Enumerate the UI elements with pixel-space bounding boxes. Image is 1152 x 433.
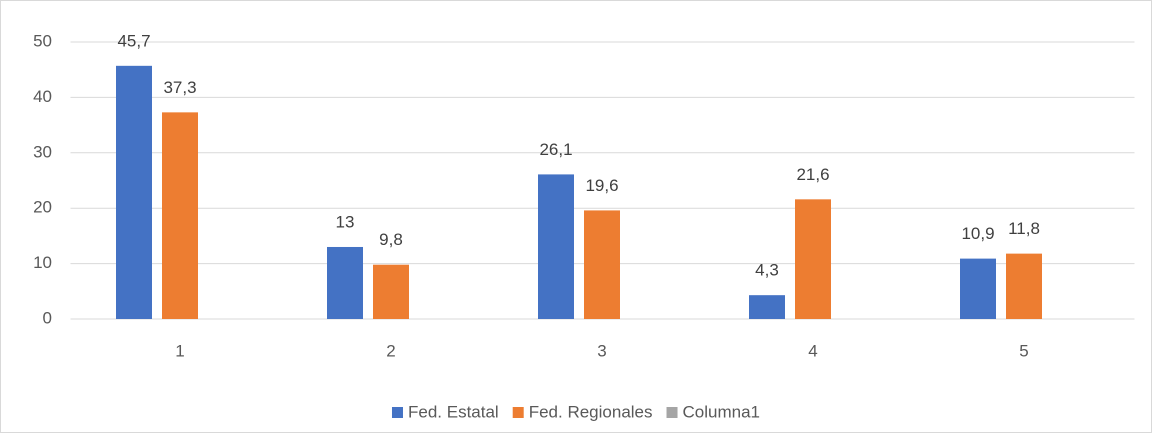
data-label: 26,1	[539, 140, 572, 159]
bar	[584, 210, 620, 319]
x-tick-label: 4	[808, 341, 817, 360]
y-tick-label: 20	[33, 198, 52, 217]
legend-swatch	[391, 407, 403, 418]
data-label: 45,7	[117, 31, 150, 50]
data-label: 13	[336, 212, 355, 231]
bar	[960, 258, 996, 319]
data-label: 21,6	[796, 165, 829, 184]
data-label: 11,8	[1008, 219, 1040, 238]
y-tick-label: 10	[33, 253, 52, 272]
legend-label: Fed. Estatal	[408, 402, 499, 421]
bar	[327, 246, 363, 319]
bar	[749, 295, 785, 319]
data-label: 4,3	[755, 261, 779, 280]
data-label: 37,3	[163, 78, 196, 97]
legend-label: Fed. Regionales	[529, 402, 653, 421]
y-tick-label: 50	[33, 31, 52, 50]
x-tick-label: 5	[1019, 341, 1028, 360]
bar	[538, 174, 574, 319]
y-tick-label: 40	[33, 87, 52, 106]
legend-swatch	[666, 407, 678, 418]
bar	[162, 112, 198, 319]
bar	[116, 65, 152, 320]
y-tick-label: 0	[43, 308, 52, 327]
x-tick-label: 3	[597, 341, 606, 360]
data-label: 9,8	[379, 230, 403, 249]
data-label: 19,6	[585, 176, 618, 195]
bar	[795, 199, 831, 319]
legend-label: Columna1	[683, 402, 761, 421]
bar	[373, 264, 409, 319]
x-tick-label: 1	[175, 341, 184, 360]
x-tick-label: 2	[386, 341, 395, 360]
data-label: 10,9	[961, 224, 994, 243]
bar	[1006, 253, 1042, 319]
legend-swatch	[512, 407, 524, 418]
y-tick-label: 30	[33, 142, 52, 161]
